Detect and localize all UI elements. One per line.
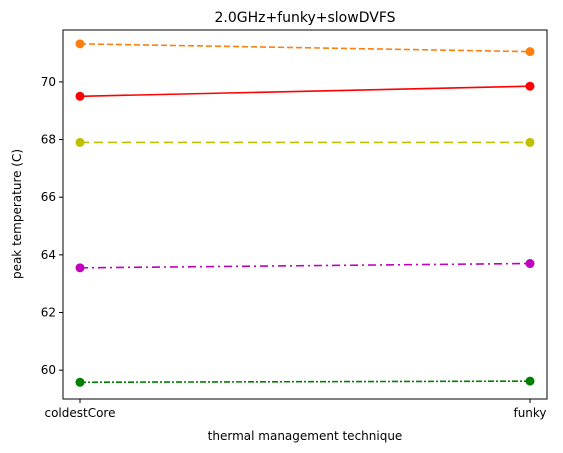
- x-tick-label: coldestCore: [44, 406, 115, 420]
- data-point: [75, 377, 85, 387]
- data-point: [75, 263, 85, 273]
- y-tick-label: 60: [41, 363, 56, 377]
- y-axis-label: peak temperature (C): [10, 149, 24, 279]
- data-point: [525, 137, 535, 147]
- chart-title: 2.0GHz+funky+slowDVFS: [214, 10, 395, 26]
- data-point: [75, 39, 85, 49]
- y-tick-label: 64: [41, 248, 56, 262]
- x-tick-label: funky: [513, 406, 546, 420]
- data-point: [75, 137, 85, 147]
- y-tick-label: 70: [41, 75, 56, 89]
- x-axis-label: thermal management technique: [208, 429, 403, 443]
- series-line: [79, 262, 531, 269]
- y-tick-label: 68: [41, 133, 56, 147]
- data-point: [75, 91, 85, 101]
- data-point: [525, 376, 535, 386]
- data-point: [525, 259, 535, 269]
- series-line: [79, 85, 531, 98]
- y-tick-label: 62: [41, 306, 56, 320]
- series-line: [79, 43, 531, 53]
- data-point: [525, 81, 535, 91]
- axes-frame: [62, 29, 548, 400]
- y-tick-label: 66: [41, 190, 56, 204]
- plot-area: [75, 39, 535, 387]
- data-point: [525, 47, 535, 57]
- series-line: [79, 380, 531, 384]
